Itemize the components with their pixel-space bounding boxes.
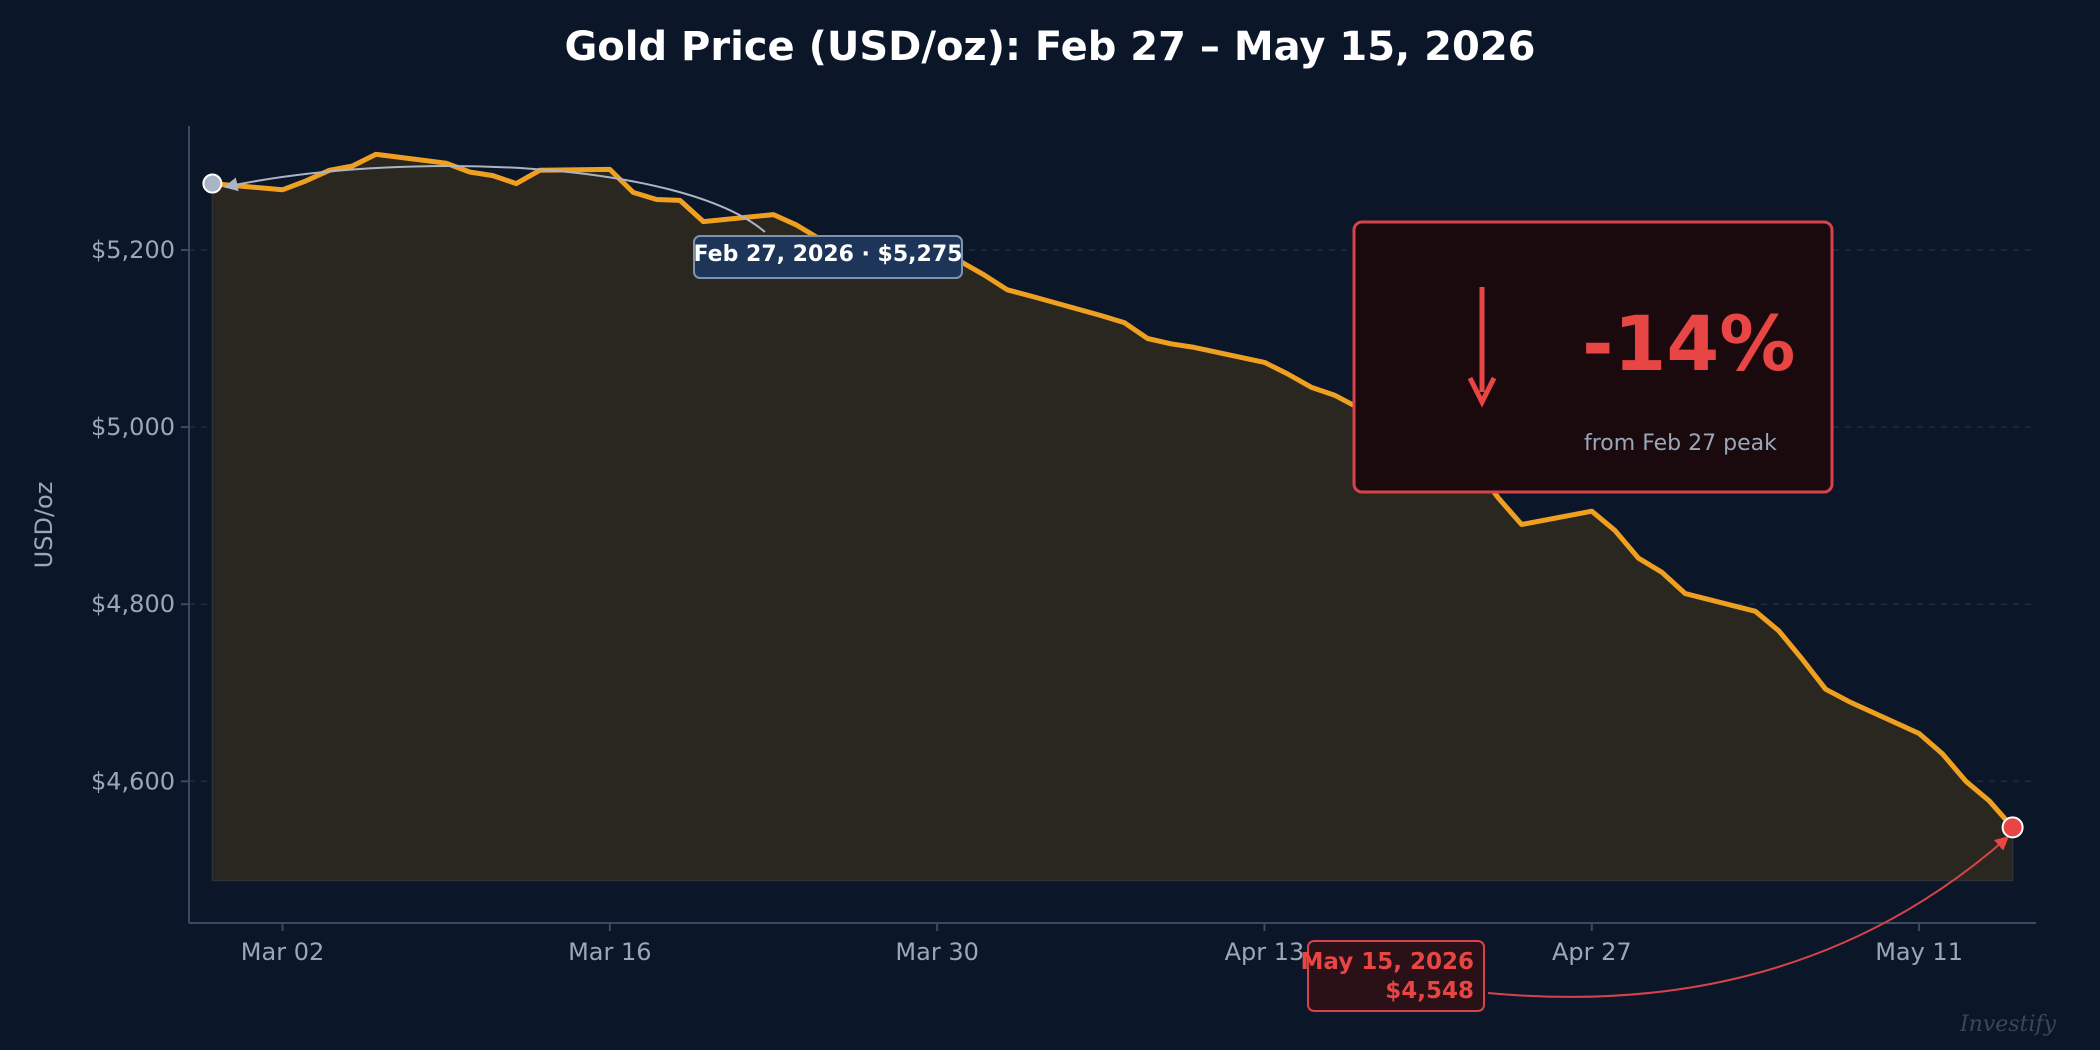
end-label-value: $4,548 xyxy=(1385,978,1474,1004)
change-value: -14% xyxy=(1582,299,1795,388)
watermark: Investify xyxy=(1959,1012,2057,1037)
start-label-text: Feb 27, 2026 · $5,275 xyxy=(694,242,963,267)
x-tick-label: Apr 13 xyxy=(1225,938,1305,966)
y-tick-label: $5,000 xyxy=(91,413,175,441)
x-tick-label: Mar 30 xyxy=(895,938,978,966)
end-annotation-arrow xyxy=(1487,836,2010,998)
price-line xyxy=(209,151,2016,830)
x-tick-label: Mar 16 xyxy=(568,938,651,966)
chart-title: Gold Price (USD/oz): Feb 27 – May 15, 20… xyxy=(564,24,1535,70)
x-tick-label: May 11 xyxy=(1875,938,1963,966)
markers xyxy=(202,173,2024,839)
change-caption: from Feb 27 peak xyxy=(1584,431,1777,456)
area-layer xyxy=(209,151,2016,882)
start-point-marker xyxy=(202,173,223,194)
x-tick-label: Mar 02 xyxy=(241,938,324,966)
end-point-marker xyxy=(2001,816,2024,839)
end-label-date: May 15, 2026 xyxy=(1301,949,1474,975)
change-box xyxy=(1352,220,1834,494)
y-tick-label: $5,200 xyxy=(91,236,175,264)
down-arrow-head xyxy=(1467,376,1497,408)
y-tick-label: $4,600 xyxy=(91,767,175,795)
x-ticks: Mar 02 Mar 16 Mar 30 Apr 13 Apr 27 May 11 xyxy=(241,923,1963,966)
start-annotation-arrow xyxy=(223,164,766,233)
start-label-box xyxy=(693,235,963,279)
end-label-box xyxy=(1307,940,1485,1012)
y-ticks: $4,600 $4,800 $5,000 $5,200 xyxy=(91,236,189,795)
y-tick-label: $4,800 xyxy=(91,590,175,618)
y-axis-label: USD/oz xyxy=(30,482,58,569)
x-tick-label: Apr 27 xyxy=(1552,938,1632,966)
